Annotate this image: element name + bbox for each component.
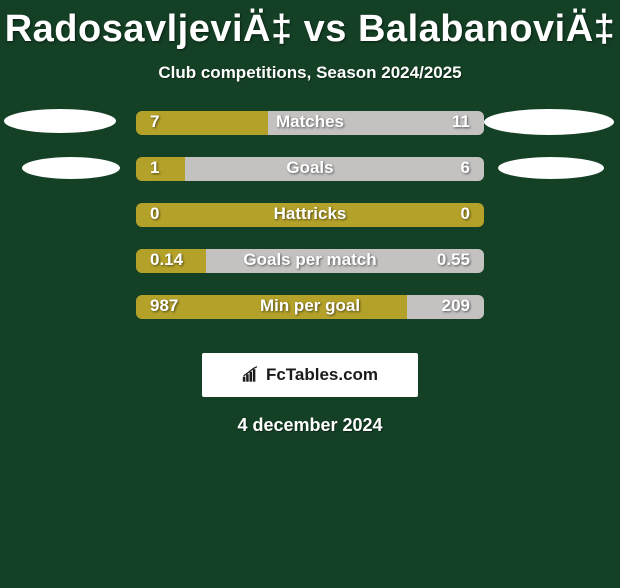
stat-bar-left [136, 157, 185, 181]
stat-value-left: 1 [150, 158, 159, 178]
brand-label: FcTables.com [242, 365, 378, 385]
stat-value-right: 0.55 [437, 250, 470, 270]
stat-bar [136, 249, 484, 273]
stat-row: Goals per match0.140.55 [0, 249, 620, 295]
stat-row: Goals16 [0, 157, 620, 203]
page-subtitle: Club competitions, Season 2024/2025 [0, 63, 620, 83]
stat-value-right: 6 [461, 158, 470, 178]
stat-row: Min per goal987209 [0, 295, 620, 341]
stat-bar [136, 111, 484, 135]
stat-bar [136, 295, 484, 319]
stat-value-right: 209 [442, 296, 470, 316]
stat-value-right: 11 [452, 112, 470, 132]
date-line: 4 december 2024 [0, 415, 620, 436]
stat-value-left: 0 [150, 204, 159, 224]
player-right-marker [498, 157, 604, 179]
stat-bar [136, 203, 484, 227]
stat-value-left: 7 [150, 112, 159, 132]
player-right-marker [484, 109, 614, 135]
brand-text: FcTables.com [266, 365, 378, 385]
player-left-marker [22, 157, 120, 179]
stat-row: Hattricks00 [0, 203, 620, 249]
player-left-marker [4, 109, 116, 133]
bars-icon [242, 366, 262, 384]
page-title: RadosavljeviÄ‡ vs BalabanoviÄ‡ [0, 8, 620, 51]
stat-bar-right [185, 157, 484, 181]
brand-box: FcTables.com [202, 353, 418, 397]
stat-bar [136, 157, 484, 181]
stat-value-right: 0 [461, 204, 470, 224]
stat-value-left: 0.14 [150, 250, 183, 270]
comparison-chart: Matches711Goals16Hattricks00Goals per ma… [0, 111, 620, 341]
stat-value-left: 987 [150, 296, 178, 316]
stat-row: Matches711 [0, 111, 620, 157]
